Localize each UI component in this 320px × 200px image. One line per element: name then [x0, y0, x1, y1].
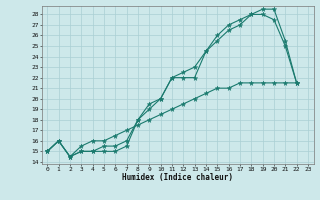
- X-axis label: Humidex (Indice chaleur): Humidex (Indice chaleur): [122, 173, 233, 182]
